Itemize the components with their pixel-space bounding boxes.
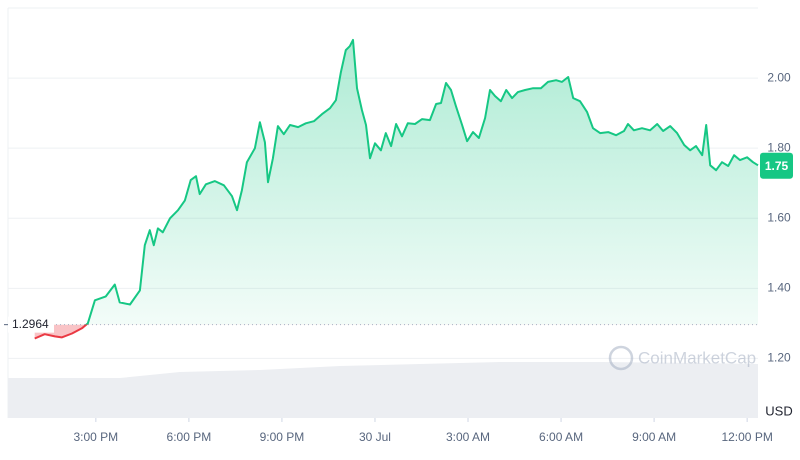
watermark-group: CoinMarketCap — [608, 345, 756, 371]
watermark-logo — [608, 345, 634, 371]
last-price-badge — [760, 152, 793, 179]
y-tick-label: 1.40 — [767, 281, 791, 295]
y-tick-label: 1.20 — [767, 351, 791, 365]
x-tick-label: 3:00 PM — [73, 430, 118, 444]
price-line — [34, 38, 759, 340]
baseline-label: 1.2964 — [12, 317, 49, 331]
y-tick-label: 2.00 — [767, 70, 791, 84]
area-fill-up — [34, 39, 758, 325]
x-tick-label: 6:00 PM — [167, 430, 212, 444]
volume-area — [8, 362, 758, 418]
last-price-label: 1.75 — [765, 159, 789, 173]
watermark: CoinMarketCap — [638, 348, 756, 367]
y-unit: USD — [765, 403, 792, 418]
x-tick-label: 3:00 AM — [446, 430, 490, 444]
x-tick-label: 12:00 PM — [721, 430, 772, 444]
y-tick-label: 1.80 — [767, 140, 791, 154]
baseline-label-bg — [8, 316, 54, 333]
x-tick-label: 6:00 AM — [539, 430, 583, 444]
x-tick-label: 9:00 PM — [260, 430, 305, 444]
y-tick-label: 1.60 — [767, 210, 791, 224]
x-tick-label: 9:00 AM — [632, 430, 676, 444]
x-tick-label: 30 Jul — [359, 430, 391, 444]
